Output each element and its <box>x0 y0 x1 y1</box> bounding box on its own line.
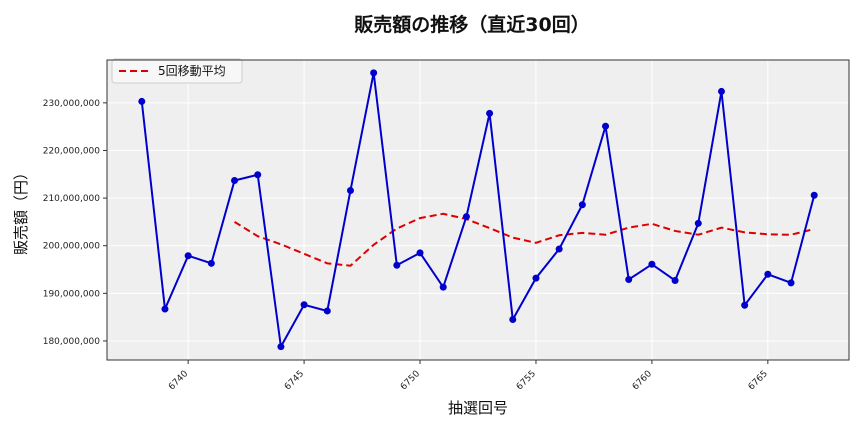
x-tick-label: 6745 <box>283 369 306 392</box>
y-tick-label: 180,000,000 <box>43 337 101 347</box>
x-tick-label: 6750 <box>399 369 422 392</box>
data-point <box>486 109 494 117</box>
y-axis-ticks: 180,000,000 190,000,000 200,000,000 210,000… <box>43 99 107 347</box>
axes-frame <box>106 59 850 361</box>
data-point <box>532 274 540 282</box>
data-point <box>717 87 725 95</box>
data-point <box>602 122 610 130</box>
grid-lines <box>107 60 849 360</box>
series-group <box>138 69 818 351</box>
y-axis-title: 販売額（円） <box>12 165 30 255</box>
chart-title: 販売額の推移（直近30回） <box>354 13 589 36</box>
data-point <box>231 176 239 184</box>
data-point <box>671 276 679 284</box>
y-tick-label: 210,000,000 <box>43 194 101 204</box>
data-point <box>810 191 818 199</box>
x-axis-ticks: 6740 6745 6750 6755 6760 6765 <box>167 360 770 392</box>
x-tick-label: 6755 <box>515 369 538 392</box>
data-point <box>462 213 470 221</box>
data-point <box>787 279 795 287</box>
legend-label-moving-average: 5回移動平均 <box>158 64 226 78</box>
legend: 5回移動平均 <box>111 58 243 84</box>
x-tick-label: 6740 <box>167 369 190 392</box>
y-tick-label: 200,000,000 <box>43 242 101 252</box>
data-point <box>184 252 192 260</box>
data-point <box>648 260 656 268</box>
data-point <box>254 171 262 179</box>
data-point <box>161 305 169 313</box>
data-point <box>370 69 378 77</box>
data-point <box>393 261 401 269</box>
data-point <box>625 276 633 284</box>
data-point <box>694 219 702 227</box>
data-point <box>323 307 331 315</box>
y-tick-label: 230,000,000 <box>43 99 101 109</box>
data-point <box>346 186 354 194</box>
data-point <box>207 259 215 267</box>
x-tick-label: 6765 <box>747 369 770 392</box>
legend-box <box>111 58 243 84</box>
data-point <box>277 343 285 351</box>
data-point <box>578 201 586 209</box>
data-point <box>300 301 308 309</box>
data-point <box>138 97 146 105</box>
y-tick-label: 220,000,000 <box>43 146 101 156</box>
data-point <box>555 245 563 253</box>
plot-area <box>107 60 849 360</box>
x-tick-label: 6760 <box>631 369 654 392</box>
series-line-moving-average <box>234 212 815 267</box>
data-point <box>764 270 772 278</box>
data-point <box>416 249 424 257</box>
series-line-sales <box>140 72 816 350</box>
data-point <box>439 283 447 291</box>
data-point <box>509 316 517 324</box>
y-tick-label: 190,000,000 <box>43 289 101 299</box>
data-point <box>741 301 749 309</box>
x-axis-title: 抽選回号 <box>448 399 508 417</box>
